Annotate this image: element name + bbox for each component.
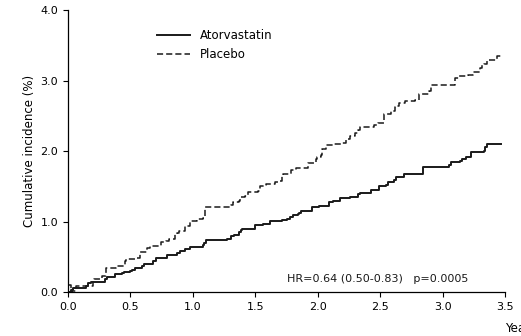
Placebo xyxy=(314,155,320,159)
Atorvastatin xyxy=(110,275,116,279)
Placebo xyxy=(498,54,504,58)
Placebo xyxy=(493,54,500,58)
Legend: Atorvastatin, Placebo: Atorvastatin, Placebo xyxy=(153,25,277,66)
Atorvastatin xyxy=(65,290,71,294)
Text: Years: Years xyxy=(505,322,521,335)
Atorvastatin xyxy=(498,142,504,146)
Atorvastatin xyxy=(467,155,474,159)
Line: Placebo: Placebo xyxy=(68,56,501,292)
Atorvastatin xyxy=(65,285,71,289)
Placebo xyxy=(114,264,120,268)
Y-axis label: Cumulative incidence (%): Cumulative incidence (%) xyxy=(23,75,36,227)
Placebo xyxy=(237,195,243,199)
Atorvastatin xyxy=(309,205,315,209)
Atorvastatin xyxy=(249,227,255,231)
Line: Atorvastatin: Atorvastatin xyxy=(68,144,501,292)
Placebo xyxy=(68,290,75,294)
Atorvastatin xyxy=(230,233,237,237)
Text: HR=0.64 (0.50-0.83)   p=0.0005: HR=0.64 (0.50-0.83) p=0.0005 xyxy=(287,274,468,284)
Placebo xyxy=(260,184,267,188)
Atorvastatin xyxy=(485,142,491,146)
Placebo xyxy=(465,73,472,77)
Placebo xyxy=(69,289,75,293)
Placebo xyxy=(65,283,71,287)
Atorvastatin xyxy=(68,288,75,292)
